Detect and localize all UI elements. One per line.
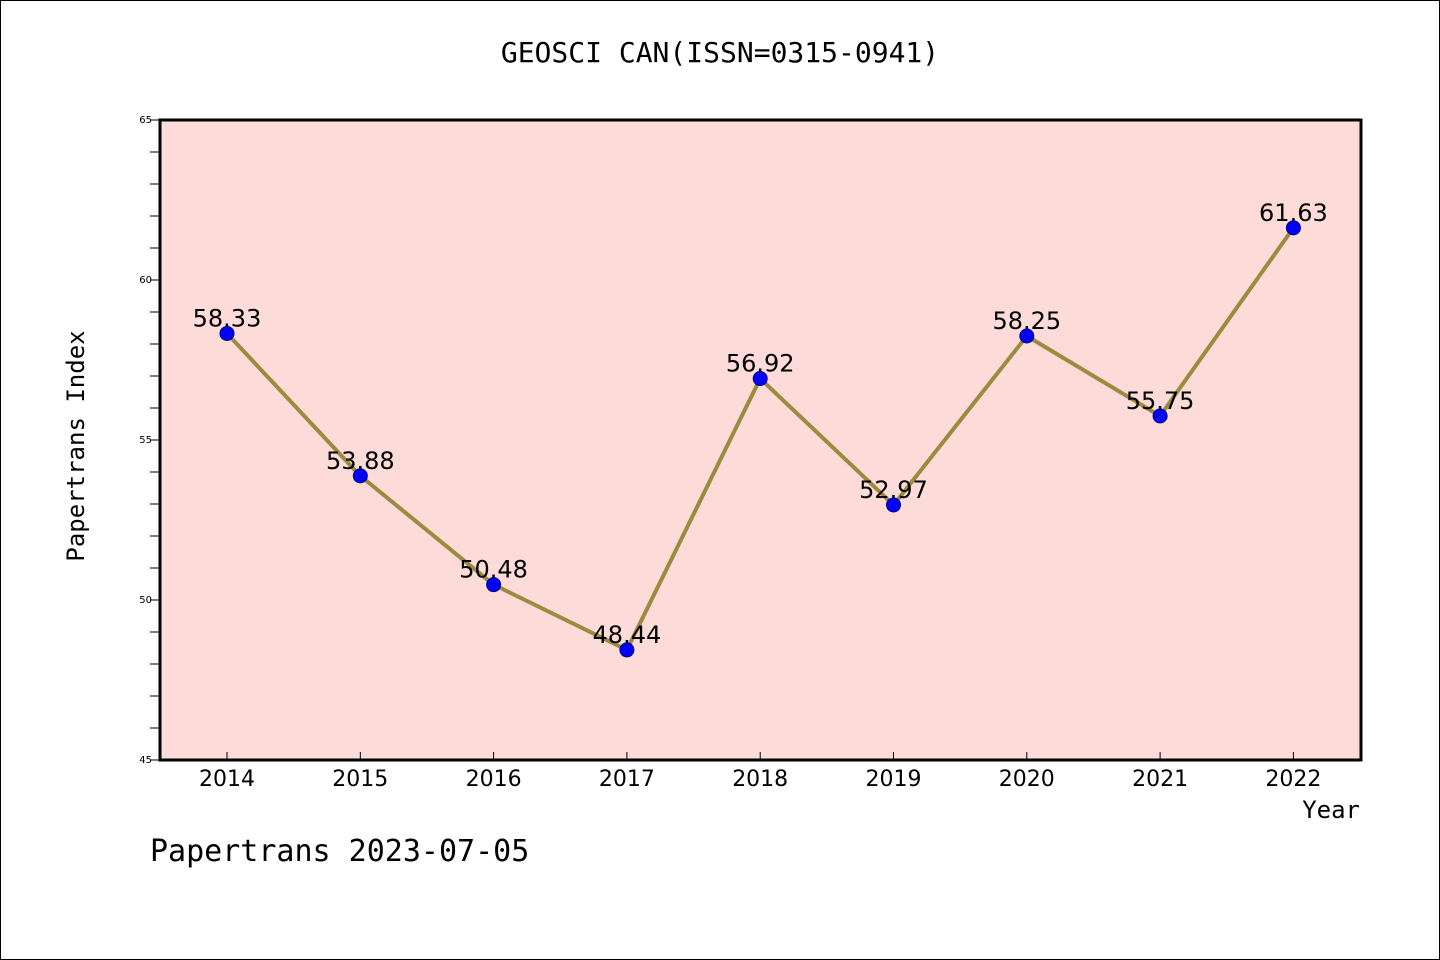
x-tick-label: 2015: [332, 767, 388, 792]
chart-title: GEOSCI CAN(ISSN=0315-0941): [500, 36, 940, 69]
data-point: [752, 371, 768, 387]
data-label: 55.75: [1126, 387, 1195, 415]
y-tick-label: 60: [139, 275, 152, 286]
x-tick-label: 2018: [732, 767, 788, 792]
data-point: [1152, 408, 1168, 424]
data-point: [1019, 328, 1035, 344]
x-tick-label: 2020: [999, 767, 1055, 792]
x-tick-label: 2014: [199, 767, 255, 792]
data-point: [219, 325, 235, 341]
x-tick-label: 2022: [1265, 767, 1321, 792]
x-tick-label: 2021: [1132, 767, 1188, 792]
data-point: [1285, 220, 1301, 236]
data-point: [352, 468, 368, 484]
y-tick-label: 55: [139, 435, 152, 446]
data-label: 53.88: [326, 447, 395, 475]
data-label: 61.63: [1259, 199, 1328, 227]
data-label: 58.33: [193, 304, 262, 332]
footer-stamp: Papertrans 2023-07-05: [150, 834, 530, 869]
data-label: 58.25: [992, 307, 1061, 335]
data-label: 48.44: [593, 621, 662, 649]
x-tick-label: 2017: [599, 767, 655, 792]
y-tick-label: 65: [139, 115, 152, 126]
y-tick-label: 50: [139, 595, 152, 606]
data-label: 50.48: [459, 556, 528, 584]
x-axis-label: Year: [1302, 796, 1360, 824]
y-tick-label: 45: [139, 755, 152, 766]
data-point: [619, 642, 635, 658]
x-tick-label: 2016: [466, 767, 522, 792]
plot-area: [160, 120, 1361, 760]
data-point: [486, 577, 502, 593]
data-label: 56.92: [726, 350, 795, 378]
x-tick-label: 2019: [866, 767, 922, 792]
data-point: [886, 497, 901, 513]
data-label: 52.97: [859, 476, 928, 504]
